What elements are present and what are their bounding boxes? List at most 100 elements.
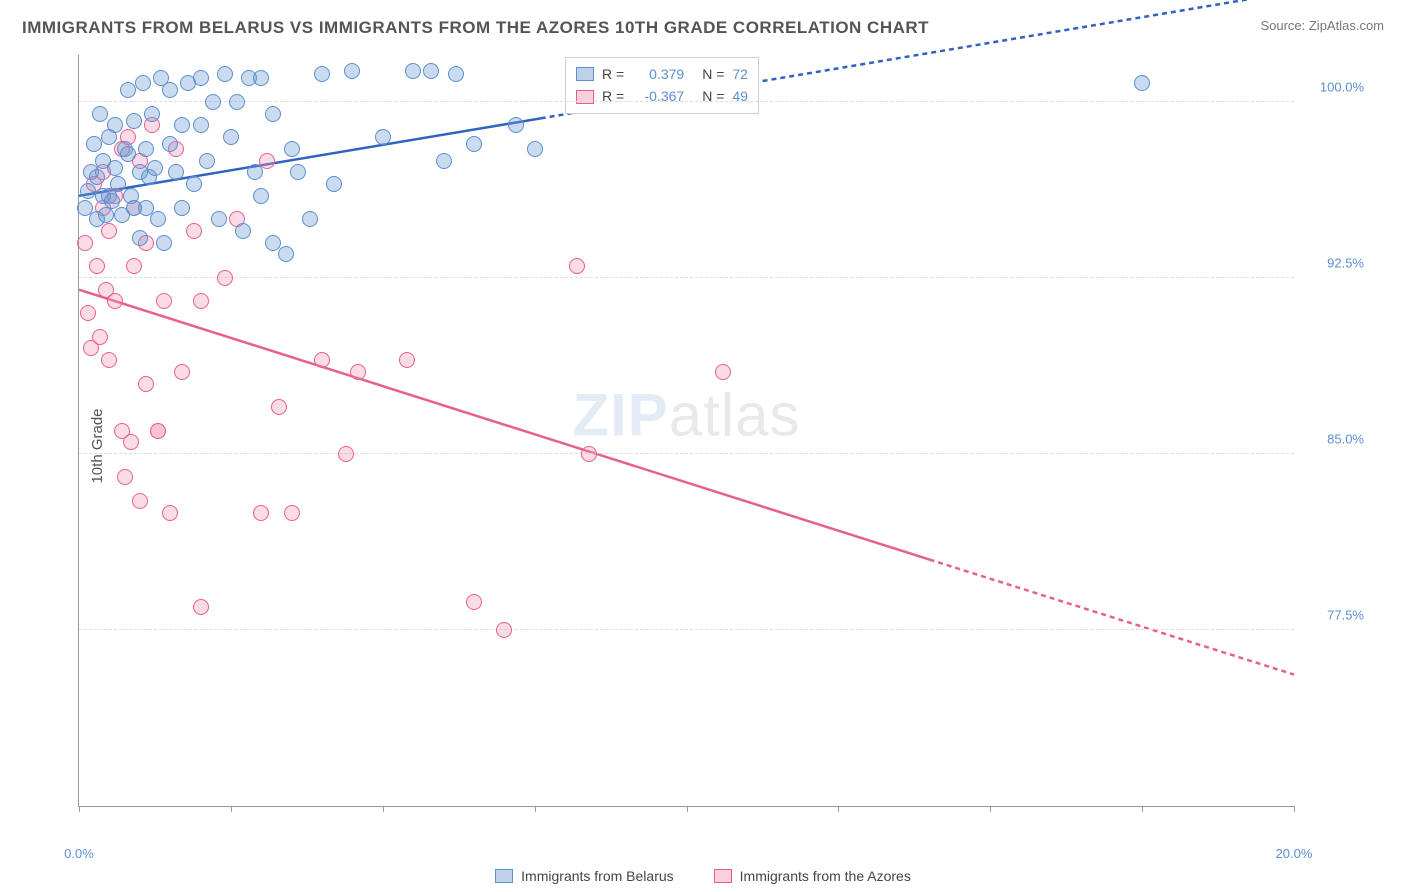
y-tick-label: 100.0% bbox=[1320, 79, 1364, 94]
data-point-blue bbox=[247, 164, 263, 180]
data-point-blue bbox=[138, 141, 154, 157]
data-point-blue bbox=[107, 160, 123, 176]
data-point-pink bbox=[496, 622, 512, 638]
data-point-pink bbox=[350, 364, 366, 380]
chart-area: 10th Grade ZIPatlas R =0.379N =72R =-0.3… bbox=[50, 55, 1384, 837]
data-point-blue bbox=[132, 230, 148, 246]
data-point-blue bbox=[508, 117, 524, 133]
data-point-pink bbox=[581, 446, 597, 462]
data-point-blue bbox=[290, 164, 306, 180]
r-label: R = bbox=[602, 85, 624, 107]
x-tick-label: 0.0% bbox=[64, 846, 94, 861]
data-point-blue bbox=[98, 207, 114, 223]
data-point-pink bbox=[314, 352, 330, 368]
data-point-blue bbox=[193, 70, 209, 86]
data-point-blue bbox=[147, 160, 163, 176]
data-point-blue bbox=[436, 153, 452, 169]
data-point-blue bbox=[448, 66, 464, 82]
data-point-pink bbox=[186, 223, 202, 239]
data-point-blue bbox=[302, 211, 318, 227]
data-point-pink bbox=[138, 376, 154, 392]
data-point-blue bbox=[162, 82, 178, 98]
data-point-pink bbox=[107, 293, 123, 309]
data-point-pink bbox=[259, 153, 275, 169]
x-tick bbox=[1294, 806, 1295, 812]
data-point-pink bbox=[217, 270, 233, 286]
data-point-blue bbox=[217, 66, 233, 82]
plot-region: ZIPatlas R =0.379N =72R =-0.367N =49 77.… bbox=[78, 55, 1294, 807]
data-point-pink bbox=[569, 258, 585, 274]
legend-label: Immigrants from Belarus bbox=[521, 868, 673, 884]
r-value: 0.379 bbox=[632, 63, 684, 85]
data-point-blue bbox=[527, 141, 543, 157]
data-point-pink bbox=[92, 329, 108, 345]
watermark-atlas: atlas bbox=[669, 382, 801, 449]
data-point-blue bbox=[120, 146, 136, 162]
data-point-pink bbox=[126, 258, 142, 274]
data-point-blue bbox=[86, 136, 102, 152]
data-point-blue bbox=[144, 106, 160, 122]
data-point-blue bbox=[193, 117, 209, 133]
x-tick bbox=[79, 806, 80, 812]
chart-title: IMMIGRANTS FROM BELARUS VS IMMIGRANTS FR… bbox=[22, 18, 929, 38]
data-point-pink bbox=[80, 305, 96, 321]
data-point-blue bbox=[92, 106, 108, 122]
bottom-legend-item: Immigrants from Belarus bbox=[495, 868, 673, 884]
y-tick-label: 85.0% bbox=[1327, 431, 1364, 446]
data-point-blue bbox=[168, 164, 184, 180]
data-point-blue bbox=[229, 94, 245, 110]
data-point-blue bbox=[186, 176, 202, 192]
data-point-pink bbox=[101, 352, 117, 368]
legend-label: Immigrants from the Azores bbox=[740, 868, 911, 884]
data-point-blue bbox=[284, 141, 300, 157]
data-point-blue bbox=[211, 211, 227, 227]
data-point-pink bbox=[89, 258, 105, 274]
data-point-blue bbox=[405, 63, 421, 79]
bottom-legend: Immigrants from Belarus Immigrants from t… bbox=[0, 868, 1406, 884]
x-tick bbox=[1142, 806, 1143, 812]
data-point-pink bbox=[101, 223, 117, 239]
data-point-blue bbox=[326, 176, 342, 192]
data-point-pink bbox=[253, 505, 269, 521]
data-point-pink bbox=[466, 594, 482, 610]
data-point-blue bbox=[235, 223, 251, 239]
r-label: R = bbox=[602, 63, 624, 85]
data-point-blue bbox=[126, 113, 142, 129]
data-point-pink bbox=[271, 399, 287, 415]
data-point-blue bbox=[278, 246, 294, 262]
x-tick bbox=[687, 806, 688, 812]
legend-swatch bbox=[576, 67, 594, 81]
data-point-blue bbox=[199, 153, 215, 169]
data-point-blue bbox=[135, 75, 151, 91]
stats-legend-row: R =0.379N =72 bbox=[576, 63, 748, 85]
data-point-pink bbox=[150, 423, 166, 439]
data-point-pink bbox=[77, 235, 93, 251]
data-point-blue bbox=[265, 106, 281, 122]
n-value: 49 bbox=[732, 85, 748, 107]
data-point-blue bbox=[223, 129, 239, 145]
data-point-blue bbox=[89, 169, 105, 185]
gridline-h bbox=[79, 453, 1294, 454]
data-point-blue bbox=[253, 70, 269, 86]
data-point-blue bbox=[344, 63, 360, 79]
source-label: Source: ZipAtlas.com bbox=[1260, 18, 1384, 33]
data-point-blue bbox=[375, 129, 391, 145]
data-point-blue bbox=[423, 63, 439, 79]
data-point-blue bbox=[107, 117, 123, 133]
data-point-blue bbox=[80, 183, 96, 199]
data-point-pink bbox=[193, 293, 209, 309]
x-tick bbox=[990, 806, 991, 812]
data-point-blue bbox=[174, 200, 190, 216]
data-point-pink bbox=[156, 293, 172, 309]
y-tick-label: 77.5% bbox=[1327, 607, 1364, 622]
x-tick bbox=[231, 806, 232, 812]
x-tick bbox=[535, 806, 536, 812]
data-point-blue bbox=[314, 66, 330, 82]
r-value: -0.367 bbox=[632, 85, 684, 107]
legend-swatch bbox=[714, 869, 732, 883]
n-value: 72 bbox=[732, 63, 748, 85]
data-point-pink bbox=[399, 352, 415, 368]
data-point-blue bbox=[253, 188, 269, 204]
data-point-pink bbox=[162, 505, 178, 521]
data-point-blue bbox=[150, 211, 166, 227]
